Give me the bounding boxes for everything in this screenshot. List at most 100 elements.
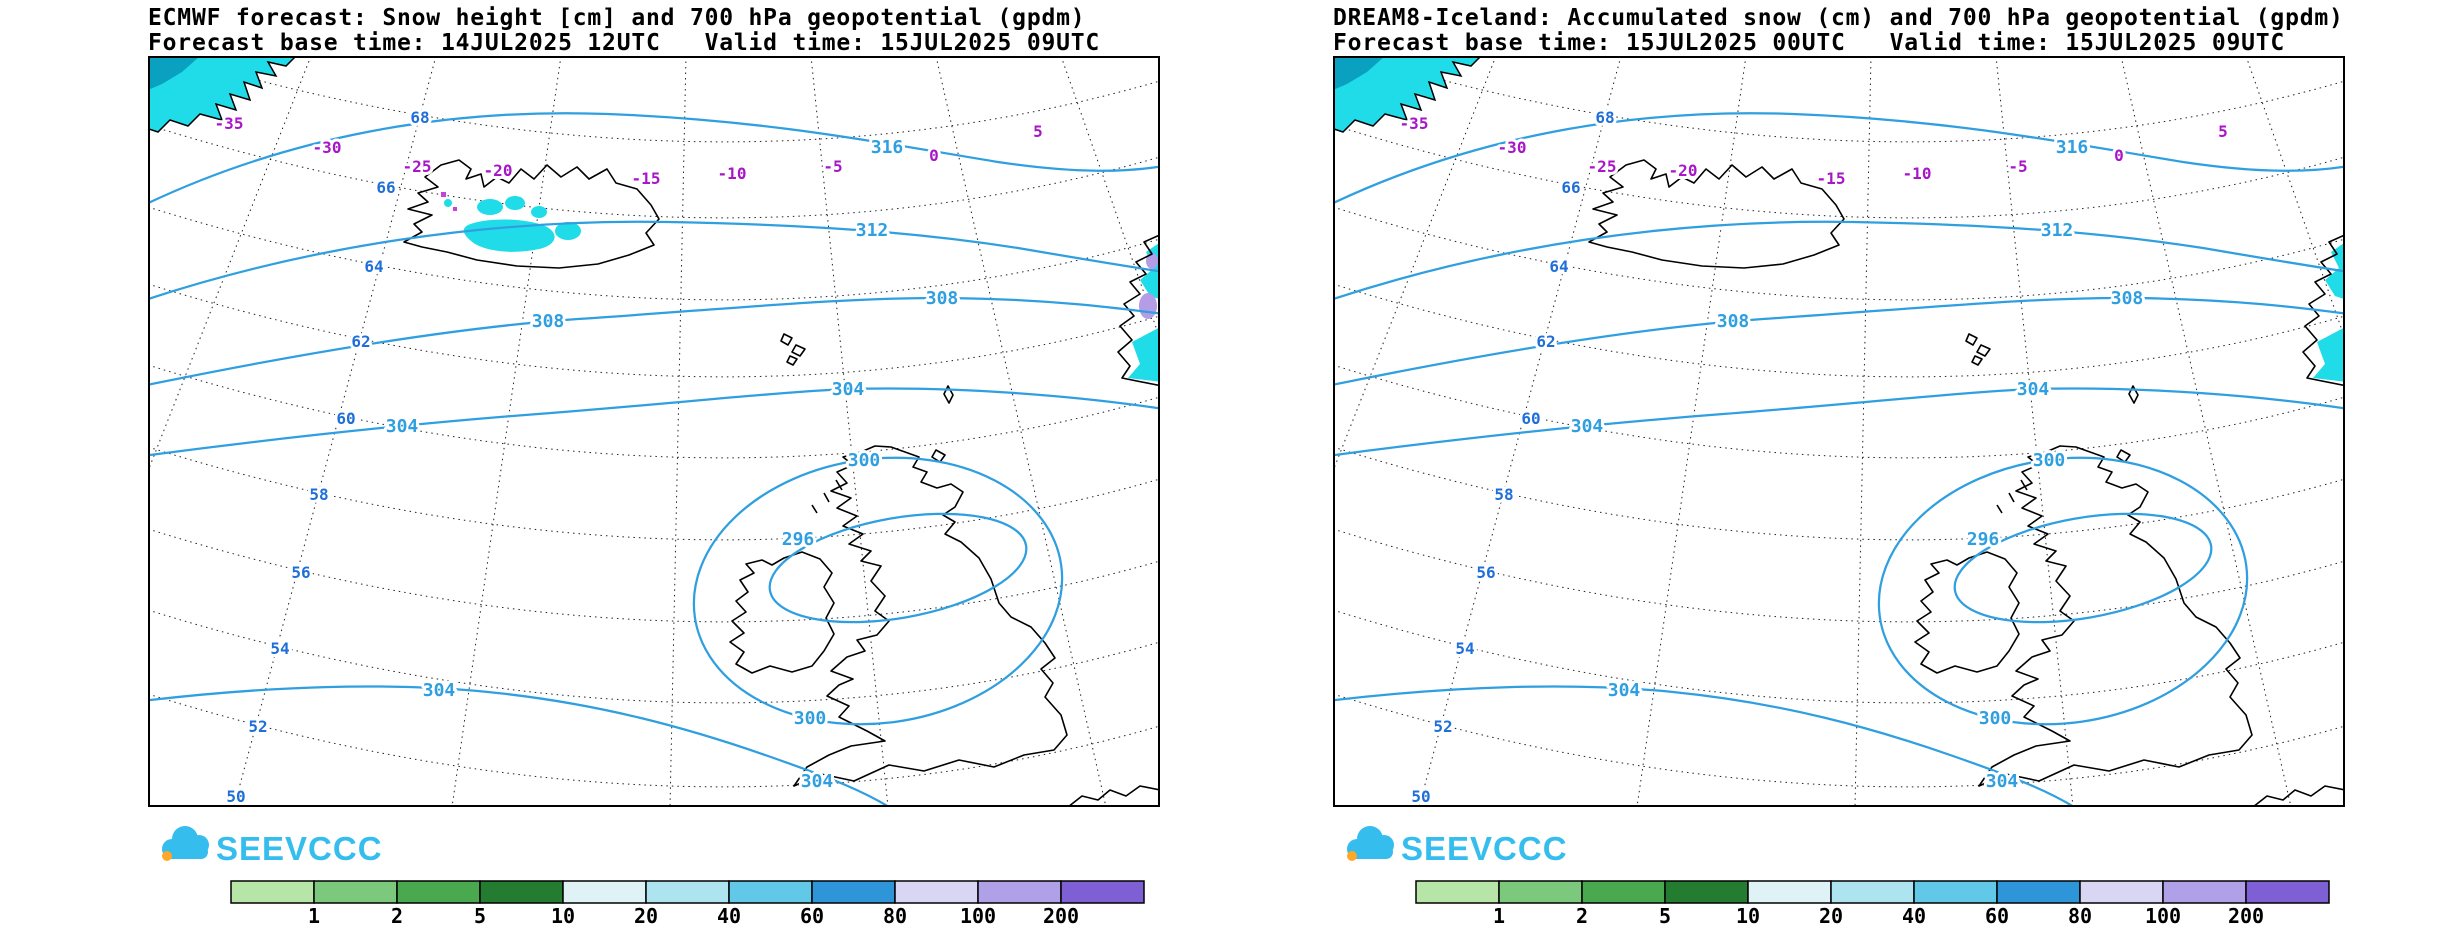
greenland-landmass: [1333, 56, 1483, 133]
panel-title-line1: ECMWF forecast: Snow height [cm] and 700…: [148, 5, 1086, 31]
seevccc-logo: SEEVCCC: [162, 826, 383, 867]
contour-label: 296: [1967, 529, 2000, 550]
colorbar-tick-label: 20: [1819, 904, 1843, 925]
great-britain-coast: [1978, 445, 2253, 787]
colorbar-segment: [313, 880, 398, 904]
latitude-label: 64: [364, 257, 383, 276]
colorbar-tick-label: 2: [1576, 904, 1588, 925]
latitude-label: 58: [1494, 485, 1513, 504]
faroe-islands: [780, 333, 806, 366]
panel-ecmwf: ECMWF forecast: Snow height [cm] and 700…: [148, 6, 1160, 925]
greenland-landmass: [148, 56, 298, 133]
geopotential-contours: [1333, 112, 2345, 807]
contour-label: 300: [2033, 450, 2066, 471]
norway-coast: [2302, 234, 2345, 387]
latitude-label: 58: [309, 485, 328, 504]
contour-label: 304: [386, 416, 419, 437]
colorbar-segment: [2162, 880, 2247, 904]
colorbar-tick-label: 80: [2068, 904, 2092, 925]
colorbar-segment: [1913, 880, 1998, 904]
contour-label: 312: [2041, 220, 2074, 241]
contour-labels: 316 312 308 308 304 304 300 296 304 300 …: [383, 134, 962, 795]
contour-label: 300: [848, 450, 881, 471]
temperature-label: 5: [2218, 122, 2228, 141]
colorbar-tick-label: 40: [1902, 904, 1926, 925]
great-britain-coast: [793, 445, 1068, 787]
temperature-labels: -35 -30 -25 -20 -15 -10 -5 0 5: [1397, 111, 2231, 191]
colorbar-tick-label: 5: [1659, 904, 1671, 925]
colorbar-tick-label: 200: [2228, 904, 2264, 925]
coastlines: [1588, 159, 2345, 807]
contour-label: 308: [2111, 288, 2144, 309]
colorbar-segment: [479, 880, 564, 904]
colorbar-segment: [1581, 880, 1666, 904]
temperature-label: 0: [2114, 146, 2124, 165]
contour-label: 300: [794, 708, 827, 729]
latitude-label: 52: [248, 717, 267, 736]
latitude-label: 62: [1536, 332, 1555, 351]
temperature-label: -15: [632, 169, 661, 188]
colorbar-segment: [2079, 880, 2164, 904]
map-frame: [1333, 56, 2345, 807]
colorbar-segments: [1415, 880, 2330, 904]
colorbar-segment: [728, 880, 813, 904]
colorbar-tick-label: 1: [308, 904, 320, 925]
latitude-label: 56: [1476, 563, 1495, 582]
colorbar-tick-label: 60: [1985, 904, 2009, 925]
colorbar-segment: [645, 880, 730, 904]
colorbar-segment: [1996, 880, 2081, 904]
contour-label: 312: [856, 220, 889, 241]
colorbar-segment: [1830, 880, 1915, 904]
map-background: [1333, 56, 2345, 807]
contour-label: 304: [2017, 379, 2050, 400]
snow-specks: [441, 192, 457, 211]
contour-label: 316: [2056, 137, 2089, 158]
colorbar-segment: [811, 880, 896, 904]
ireland-coast: [729, 551, 835, 674]
colorbar-tick-labels: 1 2 5 10 20 40 60 80 100 200: [308, 904, 1079, 925]
colorbar-tick-label: 40: [717, 904, 741, 925]
colorbar-segment: [977, 880, 1062, 904]
contour-label: 304: [423, 680, 456, 701]
colorbar-tick-label: 10: [551, 904, 575, 925]
contour-label: 304: [801, 771, 834, 792]
cloud-icon: [1347, 826, 1394, 859]
latitude-labels: 68 66 64 62 60 58 56 54 52 50: [1408, 105, 1617, 807]
colorbar-tick-label: 80: [883, 904, 907, 925]
colorbar-tick-labels: 1 2 5 10 20 40 60 80 100 200: [1493, 904, 2264, 925]
contour-label: 296: [782, 529, 815, 550]
colorbar-tick-label: 100: [2145, 904, 2181, 925]
colorbar-tick-label: 5: [474, 904, 486, 925]
logo-text: SEEVCCC: [216, 830, 383, 867]
colorbar-segment: [562, 880, 647, 904]
iceland-coast: [1588, 159, 1845, 269]
temperature-label: -5: [2008, 157, 2027, 176]
snow-colorbar: 1 2 5 10 20 40 60 80 100 200: [230, 880, 1145, 925]
contour-label: 304: [1608, 680, 1641, 701]
temperature-label: -20: [1669, 161, 1698, 180]
latitude-labels: 68 66 64 62 60 58 56 54 52 50: [223, 105, 432, 807]
contour-label: 308: [1717, 311, 1750, 332]
france-coast: [2252, 785, 2345, 807]
temperature-label: -25: [403, 157, 432, 176]
temperature-label: -15: [1817, 169, 1846, 188]
latitude-label: 66: [1561, 178, 1580, 197]
geopotential-contours: [148, 112, 1160, 807]
colorbar-segment: [894, 880, 979, 904]
colorbar-segment: [1415, 880, 1500, 904]
latitude-label: 68: [410, 108, 429, 127]
colorbar-tick-label: 1: [1493, 904, 1505, 925]
latitude-label: 54: [270, 639, 289, 658]
temperature-label: 5: [1033, 122, 1043, 141]
latitude-label: 64: [1549, 257, 1568, 276]
temperature-label: -5: [823, 157, 842, 176]
colorbar-segment: [1664, 880, 1749, 904]
temperature-label: -10: [718, 164, 747, 183]
temperature-labels: -35 -30 -25 -20 -15 -10 -5 0 5: [212, 111, 1046, 191]
logo-text: SEEVCCC: [1401, 830, 1568, 867]
colorbar-segment: [396, 880, 481, 904]
temperature-label: -20: [484, 161, 513, 180]
colorbar-tick-label: 10: [1736, 904, 1760, 925]
snow-colorbar: 1 2 5 10 20 40 60 80 100 200: [1415, 880, 2330, 925]
